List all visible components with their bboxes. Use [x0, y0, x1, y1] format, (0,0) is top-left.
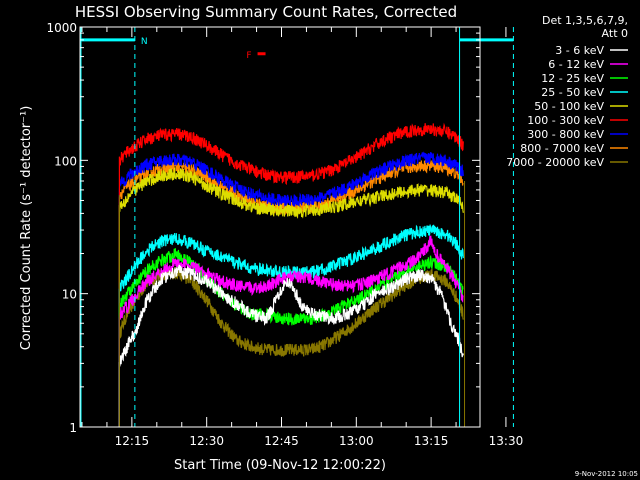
legend-entry-label: 100 - 300 keV [527, 114, 604, 127]
x-tick-label: 12:45 [264, 434, 299, 448]
legend-header-line: Det 1,3,5,6,7,9, [542, 14, 628, 27]
x-tick-label: 13:00 [339, 434, 374, 448]
x-tick-label: 12:30 [189, 434, 224, 448]
y-tick-label: 100 [54, 154, 77, 168]
chart-title: HESSI Observing Summary Count Rates, Cor… [75, 3, 457, 21]
legend-entry-label: 300 - 800 keV [527, 128, 604, 141]
y-tick-label: 10 [62, 288, 77, 302]
y-tick-label: 1 [69, 421, 77, 435]
x-tick-label: 13:30 [489, 434, 524, 448]
x-axis-label: Start Time (09-Nov-12 12:00:22) [174, 458, 386, 473]
x-tick-label: 13:15 [414, 434, 449, 448]
legend-entry-label: 6 - 12 keV [548, 58, 604, 71]
plot-area: NF [80, 27, 514, 427]
plot-frame [79, 26, 481, 428]
annotation-label-N: N [141, 37, 148, 47]
legend-entry-label: 25 - 50 keV [541, 86, 604, 99]
annotation-label-F: F [246, 51, 251, 61]
legend-entry-label: 7000 - 20000 keV [506, 156, 604, 169]
legend-entry-label: 3 - 6 keV [555, 44, 604, 57]
axes: 1 10 100 1000 12:15 12:30 12:45 13:00 13:15 13:30 [46, 21, 523, 448]
y-tick-label: 1000 [46, 21, 77, 35]
legend-entry-label: 50 - 100 keV [534, 100, 604, 113]
y-axis-label: Corrected Count Rate (s⁻¹ detector⁻¹) [19, 106, 34, 351]
legend-entry-label: 800 - 7000 keV [520, 142, 604, 155]
generation-timestamp: 9-Nov-2012 10:05 [575, 470, 638, 478]
legend-entry-label: 12 - 25 keV [541, 72, 604, 85]
legend-header-line: Att 0 [602, 27, 628, 40]
x-tick-label: 12:15 [115, 434, 150, 448]
